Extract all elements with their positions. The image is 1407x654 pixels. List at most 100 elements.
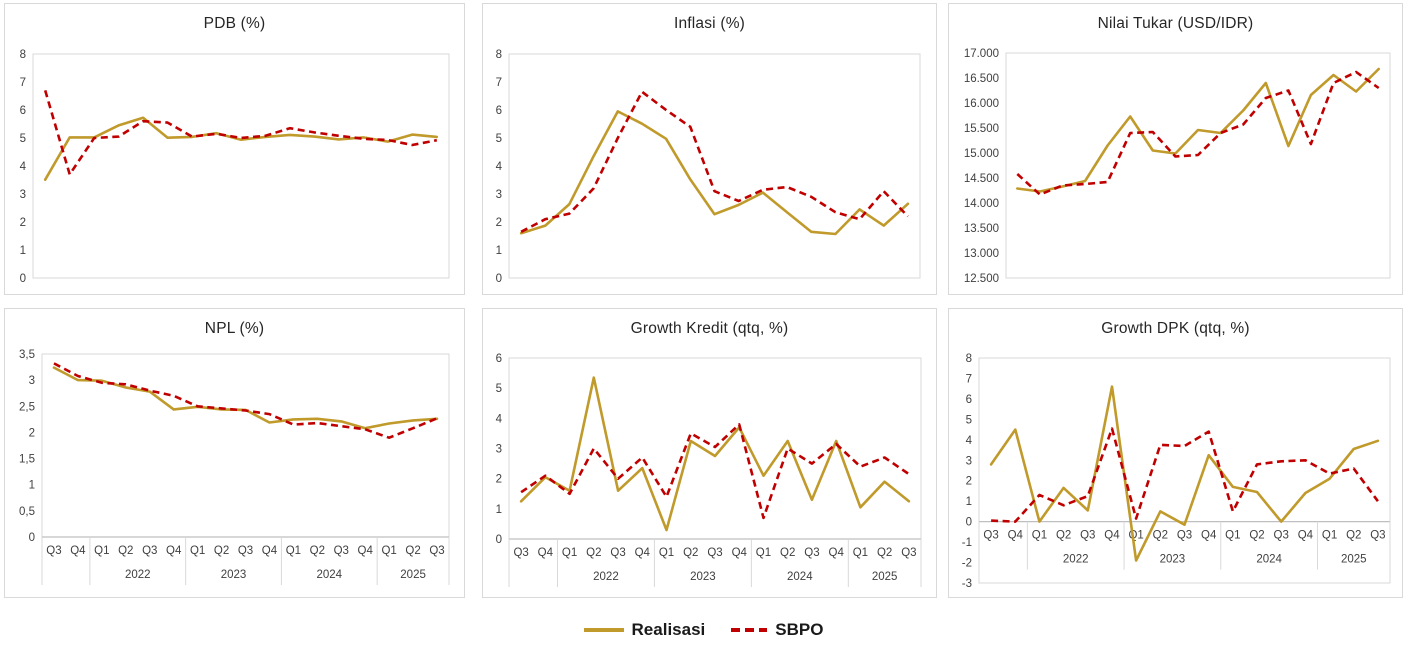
svg-text:Q2: Q2 [118, 545, 133, 557]
svg-text:6: 6 [20, 105, 26, 117]
svg-text:Q4: Q4 [732, 547, 748, 559]
svg-text:Q1: Q1 [1225, 530, 1240, 542]
realisasi-line-swatch [583, 628, 624, 632]
svg-text:Q4: Q4 [1298, 530, 1314, 542]
chart-panel-npl: NPL (%) 3,5 3 2,5 2 1,5 1 0,5 0 Q3 Q4 Q1 Q2 Q3 Q4 Q1 Q2… [4, 308, 465, 598]
svg-text:Q4: Q4 [166, 545, 182, 557]
svg-text:3: 3 [20, 189, 26, 201]
svg-text:4: 4 [496, 161, 503, 173]
legend-label-sbpo: SBPO [775, 620, 824, 639]
svg-text:Q2: Q2 [1056, 530, 1071, 542]
svg-text:4: 4 [20, 161, 27, 173]
chart-panel-inflasi: Inflasi (%) 8 7 6 5 4 3 2 1 0 [482, 3, 937, 295]
svg-text:Q3: Q3 [901, 547, 916, 559]
svg-text:17.000: 17.000 [964, 48, 999, 60]
svg-text:2025: 2025 [1341, 554, 1367, 566]
svg-text:Q1: Q1 [853, 547, 868, 559]
chart-plot-growth-dpk: 8 7 6 5 4 3 2 1 0 -1 -2 -3 Q3 Q4 Q1 Q2 Q3 Q4 Q1 Q2 Q3 Q4 Q1 Q2 Q… [962, 353, 1391, 590]
svg-text:Q1: Q1 [659, 547, 674, 559]
svg-text:Q3: Q3 [238, 545, 253, 557]
svg-text:Q2: Q2 [1346, 530, 1361, 542]
chart-plot-inflasi: 8 7 6 5 4 3 2 1 0 [496, 49, 921, 285]
svg-text:5: 5 [496, 383, 502, 395]
svg-text:Q3: Q3 [142, 545, 157, 557]
svg-text:2: 2 [496, 217, 502, 229]
svg-text:Q1: Q1 [562, 547, 577, 559]
svg-text:3,5: 3,5 [19, 349, 35, 361]
svg-text:6: 6 [966, 394, 972, 406]
svg-text:0: 0 [496, 273, 502, 285]
svg-text:3: 3 [966, 455, 972, 467]
svg-text:2023: 2023 [1160, 554, 1186, 566]
svg-text:Q1: Q1 [756, 547, 771, 559]
svg-text:3: 3 [496, 444, 502, 456]
svg-text:Q2: Q2 [586, 547, 601, 559]
chart-title-inflasi: Inflasi (%) [673, 15, 746, 32]
svg-text:Q3: Q3 [1370, 530, 1385, 542]
legend-item-realisasi: Realisasi [583, 620, 706, 640]
chart-title-pdb: PDB (%) [203, 15, 266, 32]
svg-text:6: 6 [496, 353, 502, 365]
svg-text:3: 3 [29, 375, 35, 387]
svg-text:Q3: Q3 [983, 530, 998, 542]
chart-panel-pdb: PDB (%) 8 7 6 5 4 3 2 1 0 [4, 3, 465, 295]
svg-text:2025: 2025 [400, 569, 426, 581]
svg-text:1: 1 [29, 480, 35, 492]
svg-text:4: 4 [496, 413, 503, 425]
svg-text:16.000: 16.000 [964, 98, 999, 110]
svg-text:Q4: Q4 [829, 547, 845, 559]
svg-text:Q4: Q4 [70, 545, 86, 557]
svg-text:5: 5 [20, 133, 26, 145]
svg-text:8: 8 [966, 353, 972, 365]
legend-item-sbpo: SBPO [731, 620, 823, 640]
chart-title-growth-kredit: Growth Kredit (qtq, %) [630, 320, 789, 337]
svg-text:0: 0 [20, 273, 26, 285]
svg-text:Q3: Q3 [610, 547, 625, 559]
svg-text:2: 2 [20, 217, 26, 229]
svg-text:Q3: Q3 [46, 545, 61, 557]
svg-text:0: 0 [29, 532, 35, 544]
svg-text:4: 4 [966, 435, 973, 447]
svg-text:Q1: Q1 [1322, 530, 1337, 542]
svg-text:7: 7 [20, 77, 26, 89]
svg-text:Q4: Q4 [635, 547, 651, 559]
svg-text:14.000: 14.000 [964, 198, 999, 210]
svg-text:0: 0 [496, 534, 502, 546]
svg-text:Q1: Q1 [190, 545, 205, 557]
svg-text:2024: 2024 [316, 569, 342, 581]
svg-text:Q2: Q2 [405, 545, 420, 557]
svg-text:Q3: Q3 [334, 545, 349, 557]
svg-text:Q2: Q2 [1153, 530, 1168, 542]
svg-text:Q3: Q3 [1080, 530, 1095, 542]
svg-text:Q1: Q1 [381, 545, 396, 557]
svg-text:2,5: 2,5 [19, 401, 35, 413]
svg-text:-1: -1 [962, 537, 972, 549]
svg-text:16.500: 16.500 [964, 73, 999, 85]
svg-text:1: 1 [496, 504, 502, 516]
svg-text:15.000: 15.000 [964, 148, 999, 160]
svg-text:7: 7 [966, 373, 972, 385]
chart-title-npl: NPL (%) [204, 320, 265, 337]
legend-label-realisasi: Realisasi [631, 620, 706, 639]
svg-text:2023: 2023 [690, 571, 716, 583]
svg-text:Q1: Q1 [286, 545, 301, 557]
svg-text:1: 1 [496, 245, 502, 257]
svg-text:0,5: 0,5 [19, 506, 35, 518]
svg-text:2022: 2022 [1063, 554, 1089, 566]
svg-text:-2: -2 [962, 558, 972, 570]
svg-text:Q4: Q4 [1104, 530, 1120, 542]
svg-text:2024: 2024 [1256, 554, 1282, 566]
svg-text:Q2: Q2 [1249, 530, 1264, 542]
svg-text:Q3: Q3 [707, 547, 722, 559]
svg-text:Q4: Q4 [538, 547, 554, 559]
chart-title-nilai-tukar: Nilai Tukar (USD/IDR) [1097, 15, 1254, 32]
svg-text:2: 2 [966, 476, 972, 488]
chart-legend: Realisasi SBPO [0, 612, 1407, 648]
svg-text:Q3: Q3 [429, 545, 444, 557]
chart-panel-nilai-tukar: Nilai Tukar (USD/IDR) 17.000 16.500 16.000… [948, 3, 1403, 295]
chart-panel-growth-dpk: Growth DPK (qtq, %) 8 7 6 5 4 3 2 1 0 -1 -2 -3 Q3 Q4 Q… [948, 308, 1403, 598]
svg-text:1,5: 1,5 [19, 454, 35, 466]
chart-plot-nilai-tukar: 17.000 16.500 16.000 15.500 15.000 14.500 14.0… [964, 48, 1391, 285]
chart-plot-growth-kredit: 6 5 4 3 2 1 0 Q3 Q4 Q1 Q2 Q3 Q4 Q1 Q2 Q3 Q4 Q1 Q2 Q3 Q4 Q1 Q2 Q… [496, 353, 922, 587]
